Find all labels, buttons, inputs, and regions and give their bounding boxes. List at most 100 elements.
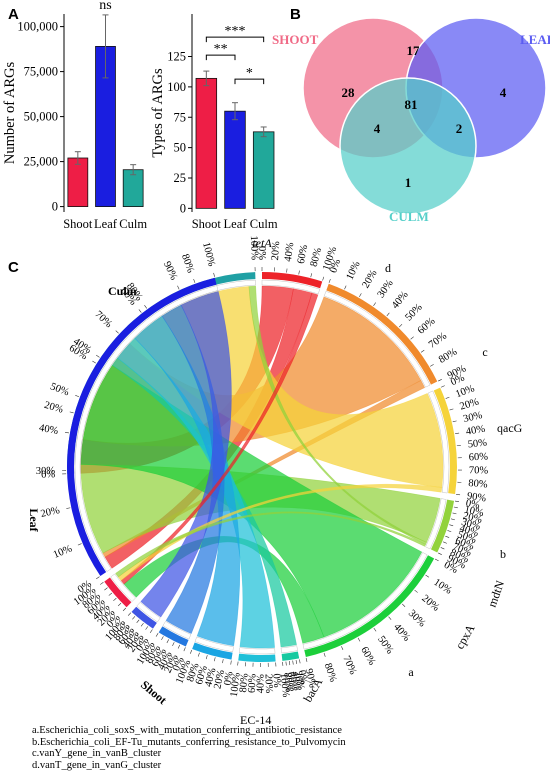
footnotes: a.Escherichia_coli_soxS_with_mutation_co… bbox=[32, 725, 542, 771]
arc-cpxa bbox=[238, 653, 276, 662]
tick-label-c: 40% bbox=[465, 424, 486, 438]
group-label-shoot: Shoot bbox=[138, 678, 169, 708]
tick-label-leaf: 100% bbox=[200, 241, 217, 268]
tick-label-cpxa: 20% bbox=[263, 674, 275, 694]
tick-ec-14 bbox=[145, 626, 149, 630]
bar-culm bbox=[252, 131, 275, 209]
tick-c bbox=[445, 396, 450, 399]
y-axis-title: Number of ARGs bbox=[2, 61, 18, 164]
tick-label-cpxa: 100% bbox=[229, 672, 243, 698]
x-tick-label: Shoot bbox=[63, 217, 93, 231]
tick-label-teta: 20% bbox=[270, 241, 282, 261]
tick-label-d: 80% bbox=[437, 346, 459, 365]
tick-baca bbox=[177, 644, 181, 649]
panel-a-letter: A bbox=[8, 6, 19, 23]
tick-b bbox=[388, 616, 392, 620]
tick-c bbox=[449, 408, 454, 411]
tick-b bbox=[401, 603, 406, 607]
track-c bbox=[428, 390, 450, 494]
tick-d bbox=[399, 324, 403, 328]
bar-shoot bbox=[195, 77, 218, 209]
tick-label-d: 70% bbox=[427, 330, 449, 350]
track-leaf bbox=[74, 285, 219, 572]
arc-a bbox=[192, 642, 233, 660]
tick-leaf bbox=[64, 431, 70, 434]
significance-bracket bbox=[205, 54, 236, 61]
tick-b bbox=[373, 627, 377, 632]
tick-label-b: 80% bbox=[322, 662, 339, 684]
tick-label-a: 0% bbox=[222, 670, 235, 686]
tick-d bbox=[420, 349, 425, 353]
arc-leaf bbox=[67, 277, 217, 577]
track-teta bbox=[261, 279, 320, 295]
tick-label-d: 20% bbox=[360, 268, 379, 290]
tick-label-mdtn: 80% bbox=[281, 672, 294, 693]
ribbon-c-shoot bbox=[117, 483, 443, 581]
track-d bbox=[324, 291, 431, 388]
y-tick-label: 125 bbox=[167, 50, 186, 64]
ribbon-qacg-shoot bbox=[115, 511, 427, 578]
tick-c bbox=[456, 493, 461, 496]
tick-leaf bbox=[144, 305, 148, 309]
track-mdtn bbox=[280, 645, 298, 654]
tick-baca bbox=[161, 636, 164, 641]
group-label-ec-14: EC-14 bbox=[240, 713, 271, 727]
tick-ec-14 bbox=[140, 622, 144, 627]
tick-b bbox=[357, 637, 361, 642]
venn-diagram: 28 4 1 17 4 2 81 SHOOT LEAF CULM bbox=[272, 17, 550, 224]
tick-b bbox=[434, 558, 439, 562]
tick-label-d: 40% bbox=[390, 289, 411, 311]
tick-label-mdtn: 60% bbox=[285, 671, 299, 692]
tick-culm bbox=[96, 354, 100, 358]
tick-label-a: 60% bbox=[194, 664, 210, 686]
tick-d bbox=[359, 293, 362, 298]
significance-bracket bbox=[234, 78, 265, 85]
ribbon-qacg-culm bbox=[248, 285, 427, 545]
venn-count-all: 81 bbox=[405, 97, 418, 112]
group-label-c: c bbox=[482, 345, 487, 359]
panel-b: B 28 4 1 17 4 2 81 SHOOT LEAF CULM bbox=[272, 6, 550, 224]
tick-b bbox=[323, 652, 326, 657]
tick-label-leaf: 10% bbox=[52, 543, 74, 561]
tick-baca bbox=[155, 633, 159, 637]
tick-label-a: 20% bbox=[212, 669, 227, 690]
significance-label: *** bbox=[225, 24, 246, 39]
tick-label-c: 60% bbox=[469, 451, 489, 463]
ribbon-ec-14-leaf bbox=[140, 291, 232, 618]
tick-d bbox=[430, 364, 434, 367]
tick-label-mdtn: 20% bbox=[292, 670, 306, 691]
ribbon-baca-leaf bbox=[161, 304, 225, 635]
group-label-cpxa: cpxA bbox=[452, 622, 477, 652]
venn-count-shoot-culm: 4 bbox=[374, 121, 381, 136]
tick-label-c: 70% bbox=[469, 465, 489, 476]
tick-b bbox=[425, 574, 430, 578]
y-tick-label: 100 bbox=[167, 80, 186, 94]
tick-culm bbox=[193, 278, 196, 283]
tick-label-leaf: 70% bbox=[92, 309, 114, 330]
tick-leaf bbox=[66, 507, 71, 509]
tick-label-c: 30% bbox=[462, 410, 484, 425]
group-label-qacg: qacG bbox=[497, 421, 523, 435]
y-tick-label: 50,000 bbox=[24, 110, 58, 124]
tick-label-mdtn: 100% bbox=[278, 672, 292, 698]
ribbon-teta-shoot bbox=[120, 292, 319, 585]
tick-label-d: 30% bbox=[376, 278, 396, 300]
tick-teta bbox=[322, 276, 325, 281]
tick-label-b: 70% bbox=[340, 654, 358, 676]
tick-label-d: 0% bbox=[328, 257, 343, 274]
tick-ec-14 bbox=[136, 619, 140, 624]
y-tick-label: 100,000 bbox=[17, 20, 58, 34]
group-label-leaf: Leaf bbox=[27, 508, 41, 532]
y-tick-label: 50 bbox=[174, 141, 187, 155]
y-axis-title: Types of ARGs bbox=[150, 68, 166, 158]
tick-mdtn bbox=[299, 659, 301, 664]
tick-label-cpxa: 0% bbox=[270, 673, 282, 688]
venn-count-shoot-leaf: 17 bbox=[407, 43, 421, 58]
tick-c bbox=[455, 432, 460, 435]
tick-b bbox=[341, 646, 344, 650]
tick-label-mdtn: 0% bbox=[296, 669, 310, 685]
y-tick-label: 0 bbox=[180, 201, 186, 215]
significance-label: ** bbox=[214, 42, 228, 57]
group-label-teta: tetA bbox=[252, 236, 272, 250]
